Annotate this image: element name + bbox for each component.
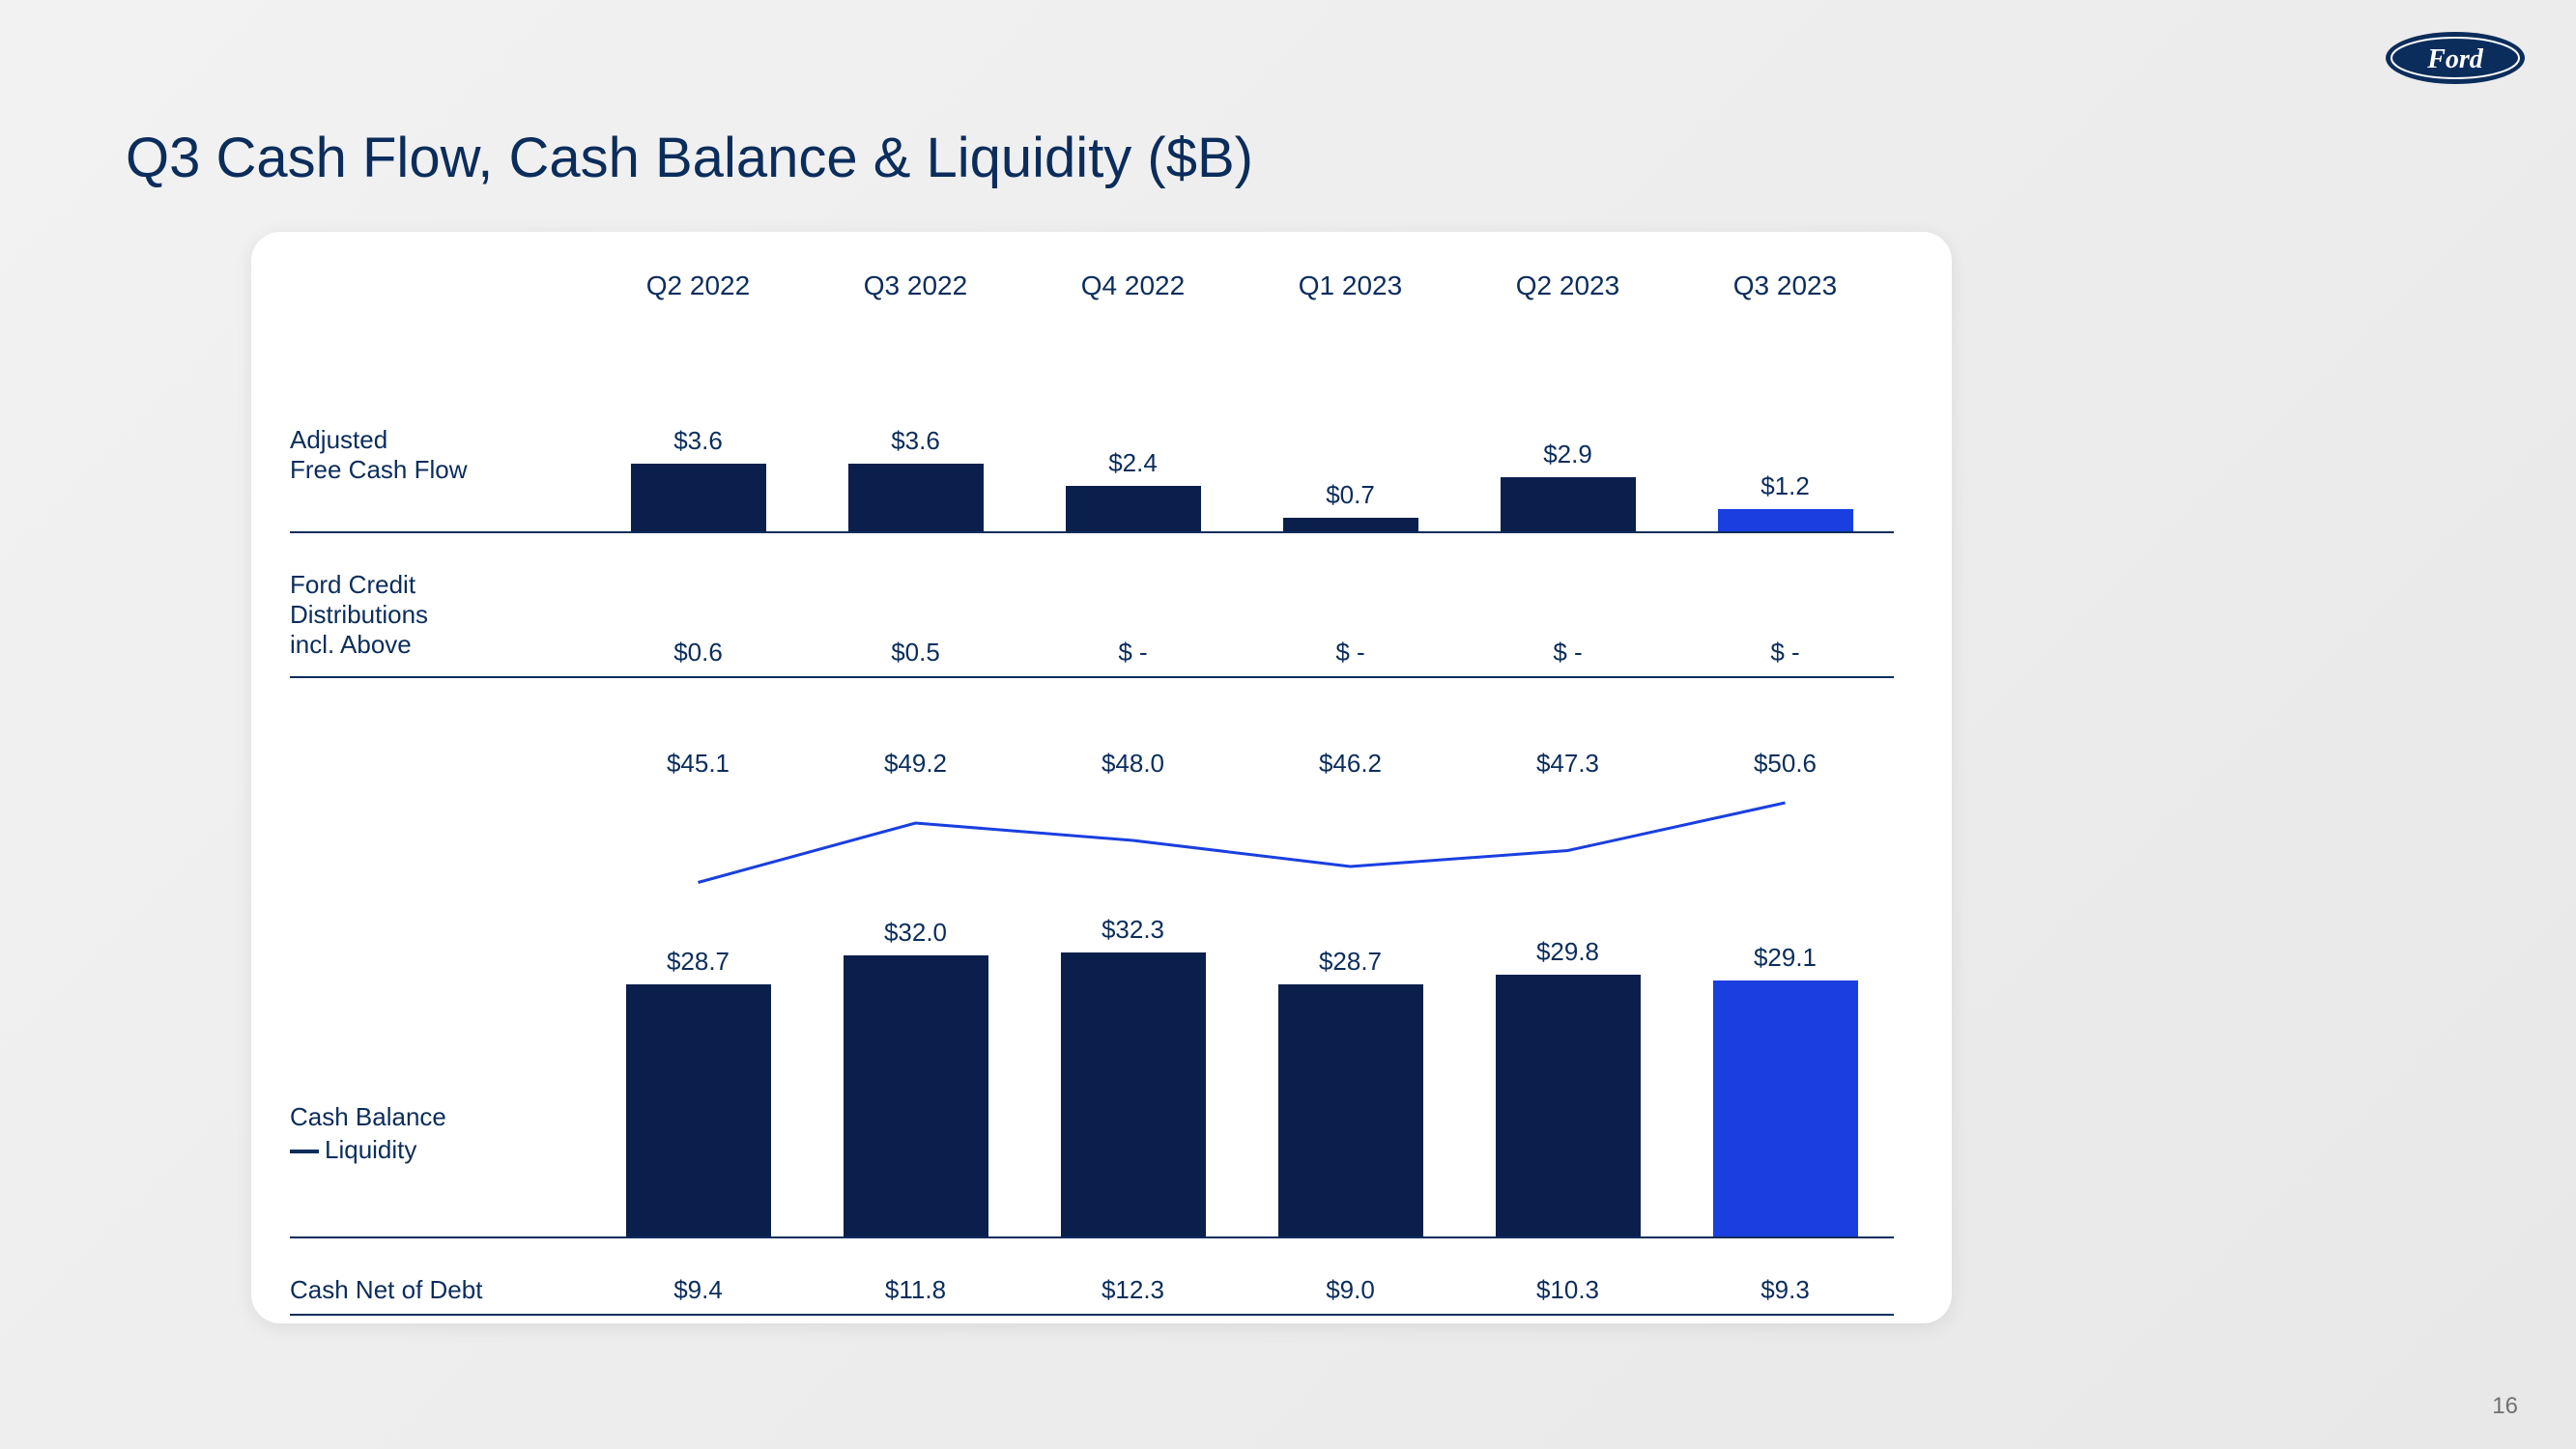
row1-label: Adjusted Free Cash Flow [290, 425, 570, 485]
col-header: Q2 2023 [1459, 270, 1676, 301]
row2-value: $ - [1242, 638, 1459, 668]
cash-balance-bar [844, 955, 988, 1236]
liquidity-label: $50.6 [1676, 749, 1894, 779]
row4-value: $9.3 [1676, 1275, 1894, 1305]
row4-value: $10.3 [1459, 1275, 1676, 1305]
row2-values: $0.6 $0.5 $ - $ - $ - $ - [589, 638, 1894, 668]
row1-col: $2.9 [1459, 348, 1676, 531]
ford-logo: Ford [2383, 29, 2528, 92]
row1-bar [631, 464, 766, 531]
row4-divider [290, 1314, 1894, 1316]
row3-label: Cash Balance Liquidity [290, 1101, 570, 1167]
row2-value: $ - [1459, 638, 1676, 668]
row2-divider [290, 676, 1894, 678]
row1-col: $3.6 [589, 348, 807, 531]
row1-bar-label: $1.2 [1718, 471, 1853, 501]
cash-balance-bar [1061, 952, 1206, 1236]
row4-value: $9.0 [1242, 1275, 1459, 1305]
col-header: Q3 2023 [1676, 270, 1894, 301]
row1-col: $1.2 [1676, 348, 1894, 531]
row3-col: $49.2 $32.0 [807, 744, 1024, 1236]
row1-bar-label: $3.6 [631, 426, 766, 456]
col-header: Q4 2022 [1024, 270, 1242, 301]
liquidity-legend-dash [290, 1150, 319, 1153]
row1-bar [1501, 477, 1636, 531]
col-header: Q1 2023 [1242, 270, 1459, 301]
page-title: Q3 Cash Flow, Cash Balance & Liquidity (… [126, 126, 1253, 190]
col-header: Q3 2022 [807, 270, 1024, 301]
row1-col: $2.4 [1024, 348, 1242, 531]
row4-value: $9.4 [589, 1275, 807, 1305]
row2-value: $0.5 [807, 638, 1024, 668]
row4-values: $9.4 $11.8 $12.3 $9.0 $10.3 $9.3 [589, 1275, 1894, 1305]
svg-text:Ford: Ford [2426, 44, 2484, 74]
row1-bar [848, 464, 984, 531]
liquidity-label: $47.3 [1459, 749, 1676, 779]
row4-value: $11.8 [807, 1275, 1024, 1305]
row1-bar-label: $2.9 [1501, 440, 1636, 469]
row1-col: $0.7 [1242, 348, 1459, 531]
row1-bars: $3.6 $3.6 $2.4 $0.7 $2.9 $1.2 [589, 348, 1894, 531]
cash-balance-label: $32.0 [844, 918, 988, 948]
cash-balance-label: $28.7 [626, 947, 771, 977]
column-headers-row: Q2 2022 Q3 2022 Q4 2022 Q1 2023 Q2 2023 … [589, 270, 1894, 301]
row1-bar-label: $3.6 [848, 426, 984, 456]
row1-bar [1066, 486, 1201, 531]
row2-value: $ - [1024, 638, 1242, 668]
row3-col: $46.2 $28.7 [1242, 744, 1459, 1236]
cash-balance-label: $32.3 [1061, 915, 1206, 945]
liquidity-label: $48.0 [1024, 749, 1242, 779]
row3-col: $45.1 $28.7 [589, 744, 807, 1236]
cash-balance-label: $28.7 [1278, 947, 1423, 977]
cash-balance-label: $29.8 [1496, 937, 1641, 967]
cash-balance-bar [1713, 980, 1858, 1236]
row1-divider [290, 531, 1894, 533]
row1-bar [1283, 518, 1418, 531]
row1-col: $3.6 [807, 348, 1024, 531]
row1-bar-label: $2.4 [1066, 448, 1201, 478]
row1-bar [1718, 509, 1853, 531]
row3-divider [290, 1236, 1894, 1238]
row2-value: $ - [1676, 638, 1894, 668]
row2-label: Ford Credit Distributions incl. Above [290, 570, 570, 661]
liquidity-label: $49.2 [807, 749, 1024, 779]
row3-col: $48.0 $32.3 [1024, 744, 1242, 1236]
cash-balance-label: $29.1 [1713, 943, 1858, 973]
cash-balance-bar [1496, 975, 1641, 1236]
row3-col: $50.6 $29.1 [1676, 744, 1894, 1236]
row3-chart: $45.1 $28.7 $49.2 $32.0 $48.0 $32.3 $46.2 $28.7… [589, 744, 1894, 1236]
row1-bar-label: $0.7 [1283, 480, 1418, 510]
row2-value: $0.6 [589, 638, 807, 668]
liquidity-label: $46.2 [1242, 749, 1459, 779]
chart-card: Q2 2022 Q3 2022 Q4 2022 Q1 2023 Q2 2023 … [251, 232, 1952, 1323]
row4-label: Cash Net of Debt [290, 1275, 570, 1305]
row4-value: $12.3 [1024, 1275, 1242, 1305]
col-header: Q2 2022 [589, 270, 807, 301]
cash-balance-bar [626, 984, 771, 1236]
page-number: 16 [2492, 1393, 2518, 1420]
cash-balance-bar [1278, 984, 1423, 1236]
liquidity-label: $45.1 [589, 749, 807, 779]
row3-col: $47.3 $29.8 [1459, 744, 1676, 1236]
